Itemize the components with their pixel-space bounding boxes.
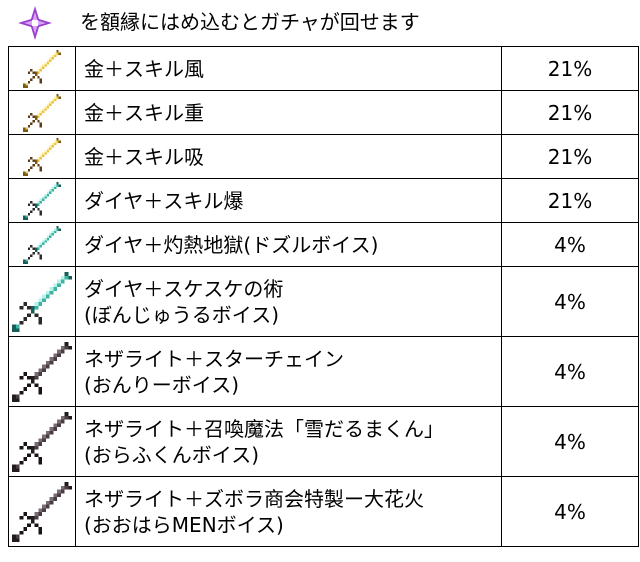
- header: を額縁にはめ込むとガチャが回せます: [0, 0, 640, 44]
- item-icon-cell: [8, 46, 76, 91]
- gold-sword-icon: [9, 137, 75, 176]
- netherite-sword-icon: [9, 481, 75, 542]
- diamond-sword-icon: [9, 181, 75, 220]
- item-icon-cell: [8, 266, 76, 337]
- gold-sword-icon: [9, 49, 75, 88]
- item-name: ネザライト＋スターチェイン (おんりーボイス): [75, 336, 502, 407]
- nether-star-icon: [18, 6, 52, 40]
- item-rate: 21%: [501, 134, 639, 179]
- item-name-line: 金＋スキル重: [84, 100, 204, 125]
- table-row: 金＋スキル風 21%: [8, 46, 639, 91]
- item-voice-line: (おんりーボイス): [84, 372, 240, 397]
- item-rate: 4%: [501, 266, 639, 337]
- item-name-line: ネザライト＋ズボラ商会特製ー大花火: [84, 486, 424, 511]
- item-name: ネザライト＋ズボラ商会特製ー大花火 (おおはらMENボイス): [75, 476, 502, 547]
- item-rate: 21%: [501, 178, 639, 223]
- item-name: 金＋スキル風: [75, 46, 502, 91]
- item-name: ダイヤ＋スキル爆: [75, 178, 502, 223]
- item-icon-cell: [8, 476, 76, 547]
- item-voice-line: (おらふくんボイス): [84, 442, 260, 467]
- table-row: 金＋スキル重 21%: [8, 90, 639, 135]
- item-icon-cell: [8, 134, 76, 179]
- item-name-line: 金＋スキル風: [84, 56, 204, 81]
- item-rate: 21%: [501, 46, 639, 91]
- item-name-line: 金＋スキル吸: [84, 144, 204, 169]
- item-rate: 4%: [501, 476, 639, 547]
- item-name-line: ダイヤ＋灼熱地獄(ドズルボイス): [84, 232, 379, 257]
- table-row: ダイヤ＋スキル爆 21%: [8, 178, 639, 223]
- item-icon-cell: [8, 336, 76, 407]
- item-rate: 21%: [501, 90, 639, 135]
- item-name-line: ダイヤ＋スケスケの術: [84, 276, 284, 301]
- item-name: ネザライト＋召喚魔法「雪だるまくん」 (おらふくんボイス): [75, 406, 502, 477]
- table-row: ネザライト＋ズボラ商会特製ー大花火 (おおはらMENボイス) 4%: [8, 476, 639, 547]
- diamond-sword-icon: [9, 271, 75, 332]
- item-voice-line: (おおはらMENボイス): [84, 512, 284, 537]
- item-name: ダイヤ＋スケスケの術 (ぼんじゅうるボイス): [75, 266, 502, 337]
- item-rate: 4%: [501, 222, 639, 267]
- item-rate: 4%: [501, 336, 639, 407]
- item-name: ダイヤ＋灼熱地獄(ドズルボイス): [75, 222, 502, 267]
- table-row: ダイヤ＋灼熱地獄(ドズルボイス) 4%: [8, 222, 639, 267]
- table-row: ネザライト＋スターチェイン (おんりーボイス) 4%: [8, 336, 639, 407]
- item-name-line: ネザライト＋スターチェイン: [84, 346, 344, 371]
- item-voice-line: (ぼんじゅうるボイス): [84, 302, 280, 327]
- item-rate: 4%: [501, 406, 639, 477]
- table-row: 金＋スキル吸 21%: [8, 134, 639, 179]
- diamond-sword-icon: [9, 225, 75, 264]
- item-icon-cell: [8, 406, 76, 477]
- gold-sword-icon: [9, 93, 75, 132]
- table-row: ネザライト＋召喚魔法「雪だるまくん」 (おらふくんボイス) 4%: [8, 406, 639, 477]
- netherite-sword-icon: [9, 341, 75, 402]
- header-text: を額縁にはめ込むとガチャが回せます: [80, 10, 420, 34]
- netherite-sword-icon: [9, 411, 75, 472]
- item-name: 金＋スキル吸: [75, 134, 502, 179]
- item-icon-cell: [8, 222, 76, 267]
- gacha-rate-table: 金＋スキル風 21% 金＋スキル重 21% 金＋スキル吸 21% ダイヤ＋スキル…: [8, 46, 639, 547]
- table-row: ダイヤ＋スケスケの術 (ぼんじゅうるボイス) 4%: [8, 266, 639, 337]
- item-icon-cell: [8, 178, 76, 223]
- item-name: 金＋スキル重: [75, 90, 502, 135]
- item-icon-cell: [8, 90, 76, 135]
- item-name-line: ダイヤ＋スキル爆: [84, 188, 244, 213]
- item-name-line: ネザライト＋召喚魔法「雪だるまくん」: [84, 416, 444, 441]
